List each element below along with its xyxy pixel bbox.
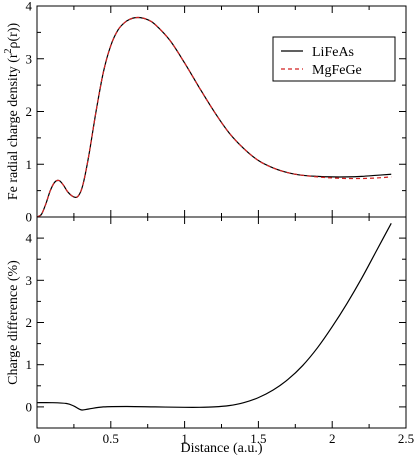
legend: LiFeAs MgFeGe [272, 36, 396, 82]
charge-density-y-tick-label: 4 [26, 0, 33, 14]
charge-difference-series [36, 223, 392, 411]
charge-density-ticks: 0 1 2 3 4 [26, 0, 407, 225]
charge-density-y-tick-label: 0 [26, 210, 33, 225]
charge-density-y-tick-label: 1 [26, 157, 33, 172]
charge-difference-y-tick-label: 1 [26, 357, 33, 372]
x-axis-label: Distance (a.u.) [180, 441, 262, 456]
charge-difference-y-tick-label: 4 [26, 231, 33, 246]
charge-density-y-axis-label-main: Fe radial charge density (r [6, 53, 21, 200]
charge-difference-y-tick-label: 3 [26, 273, 33, 288]
charge-density-y-tick-label: 2 [26, 104, 33, 119]
charge-density-series-line-1 [36, 16, 392, 218]
charge-difference-plot-frame [36, 216, 407, 429]
charge-density-y-axis-label-superscript: 2 [3, 48, 14, 53]
charge-density-series [36, 16, 392, 218]
x-tick-label: 1 [181, 431, 188, 446]
x-tick-label: 2.5 [398, 431, 414, 446]
charge-density-y-axis-label-tail: ρ(r)) [6, 23, 21, 49]
legend-label-lifeas: LiFeAs [312, 45, 354, 60]
charge-difference-series-line-0 [36, 223, 392, 411]
charge-difference-ticks: 0 0.5 1 1.5 2 2.5 0 1 2 3 4 [26, 217, 414, 446]
x-tick-label: 0 [34, 431, 41, 446]
charge-density-y-axis-label: Fe radial charge density (r2ρ(r)) [3, 23, 21, 201]
charge-difference-y-tick-label: 0 [26, 399, 33, 414]
legend-label-mgfege: MgFeGe [312, 63, 362, 78]
charge-difference-y-axis-label: Charge difference (%) [6, 260, 21, 385]
charge-difference-y-tick-label: 2 [26, 315, 33, 330]
x-tick-label: 1.5 [250, 431, 266, 446]
legend-box [272, 36, 396, 82]
x-tick-label: 2 [329, 431, 336, 446]
charge-density-y-tick-label: 3 [26, 51, 33, 66]
x-tick-label: 0.5 [103, 431, 119, 446]
